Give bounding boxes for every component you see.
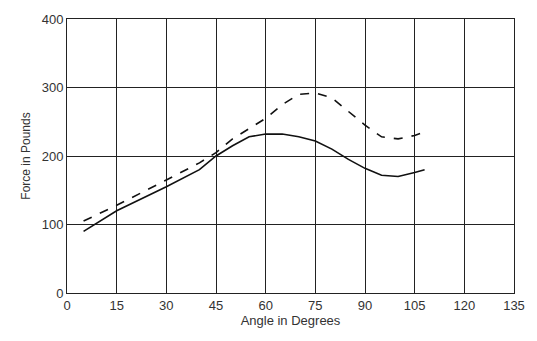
svg-text:0: 0 [63, 298, 70, 313]
svg-text:100: 100 [42, 217, 64, 232]
svg-text:Angle in Degrees: Angle in Degrees [241, 313, 341, 328]
svg-text:120: 120 [453, 298, 475, 313]
svg-text:45: 45 [209, 298, 223, 313]
svg-text:15: 15 [109, 298, 123, 313]
svg-text:75: 75 [308, 298, 322, 313]
svg-text:Force in Pounds: Force in Pounds [19, 112, 33, 199]
svg-text:300: 300 [42, 80, 64, 95]
svg-text:30: 30 [159, 298, 173, 313]
svg-text:400: 400 [42, 12, 64, 27]
svg-text:105: 105 [404, 298, 426, 313]
svg-text:135: 135 [503, 298, 525, 313]
svg-text:200: 200 [42, 149, 64, 164]
svg-text:90: 90 [358, 298, 372, 313]
svg-text:0: 0 [56, 286, 63, 301]
svg-text:60: 60 [258, 298, 272, 313]
